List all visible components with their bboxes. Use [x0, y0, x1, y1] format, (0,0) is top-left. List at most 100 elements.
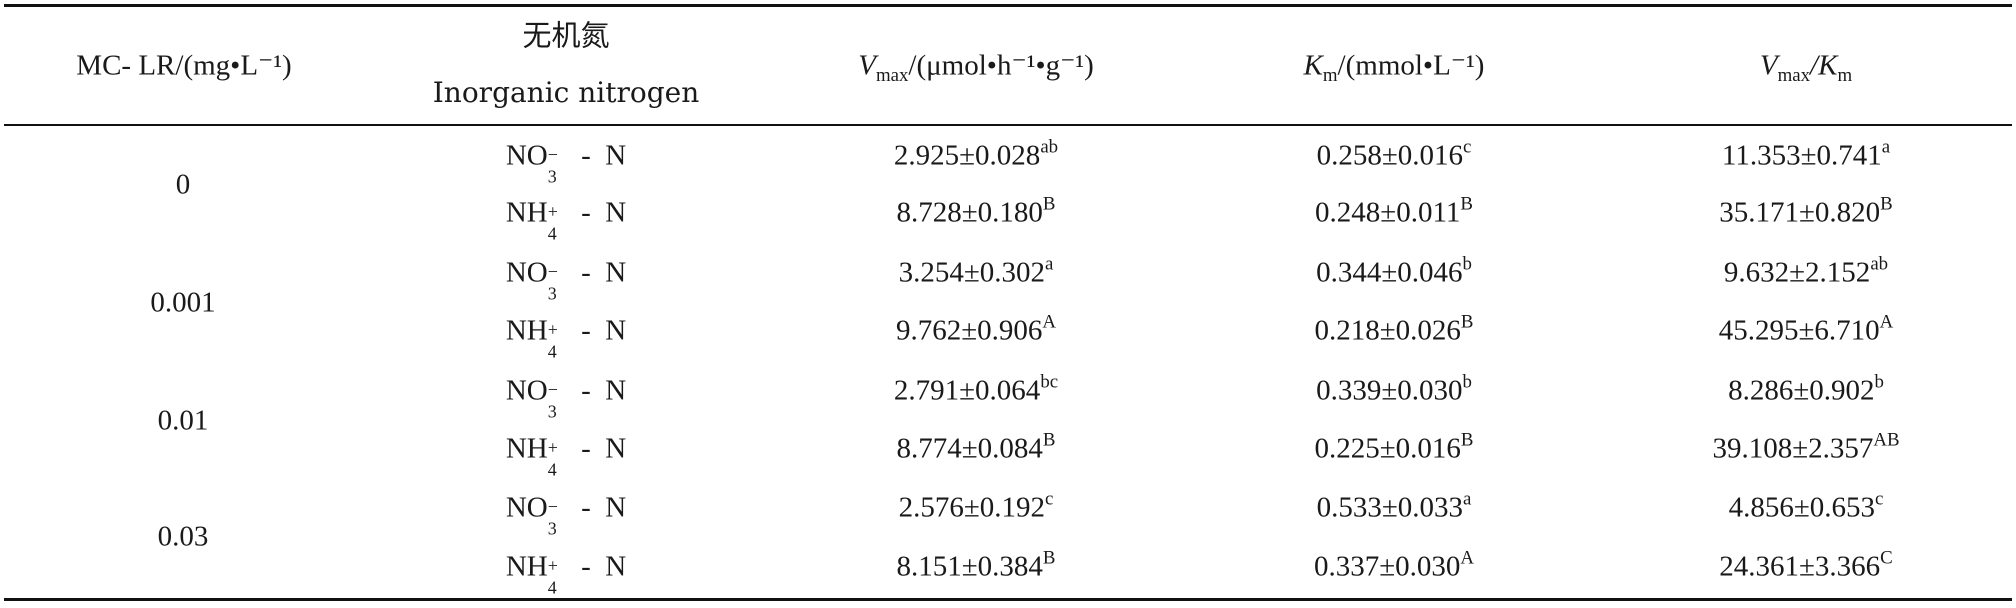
- vmax-value: 8.151±0.384: [896, 550, 1043, 583]
- row-2-vmax: 3.254±0.302a: [898, 254, 1054, 289]
- km-significance: B: [1460, 429, 1474, 451]
- row-5-km: 0.225±0.016B: [1315, 430, 1474, 464]
- km-significance: a: [1463, 488, 1472, 510]
- row-0-ion: NO −3 - N: [506, 139, 627, 185]
- row-2-ratio: 9.632±2.152ab: [1723, 254, 1888, 289]
- ratio-value: 24.361±3.366: [1719, 550, 1881, 583]
- row-4-vmax: 2.791±0.064bc: [893, 372, 1058, 407]
- km-significance: A: [1460, 547, 1475, 569]
- row-1-km: 0.248±0.011B: [1315, 194, 1473, 229]
- row-7-ion: NH +4 - N: [505, 550, 627, 596]
- ion-charge: −: [547, 496, 558, 517]
- row-6-km: 0.533±0.033a: [1317, 489, 1472, 523]
- ion-charge: +: [547, 201, 558, 222]
- vmax-value: 3.254±0.302: [898, 256, 1046, 289]
- km-value: 0.344±0.046: [1316, 256, 1463, 289]
- ion-formula: NO: [505, 374, 548, 407]
- row-4-ratio: 8.286±0.902b: [1728, 372, 1884, 407]
- vmax-value: 2.576±0.192: [898, 491, 1046, 524]
- header-km: Km/(mmol•L⁻¹): [1303, 49, 1485, 85]
- top-rule: [4, 4, 2012, 7]
- header-km-sub: m: [1322, 65, 1338, 87]
- row-0-ratio: 11.353±0.741a: [1722, 137, 1890, 171]
- ion-formula: NH: [505, 314, 548, 347]
- header-vmax-unit: /(μmol•h⁻¹•g⁻¹): [908, 49, 1094, 82]
- ion-tail: - N: [573, 139, 627, 172]
- row-5-ion: NH +4 - N: [506, 432, 627, 478]
- row-7-vmax: 8.151±0.384B: [896, 548, 1056, 583]
- km-significance: B: [1460, 193, 1473, 215]
- ratio-value: 8.286±0.902: [1728, 374, 1875, 407]
- group-conc-1: 0.001: [150, 286, 216, 319]
- row-7-ratio: 24.361±3.366C: [1719, 548, 1893, 583]
- ion-tail: - N: [573, 256, 627, 289]
- ratio-value: 9.632±2.152: [1723, 256, 1871, 289]
- vmax-value: 9.762±0.906: [895, 314, 1043, 347]
- ion-count: 4: [547, 577, 557, 598]
- ratio-significance: ab: [1870, 253, 1889, 275]
- vmax-significance: a: [1045, 253, 1054, 275]
- ratio-value: 35.171±0.820: [1719, 196, 1881, 229]
- ion-count: 3: [547, 518, 557, 539]
- ratio-value: 45.295±6.710: [1718, 314, 1880, 347]
- bottom-rule: [4, 598, 2012, 601]
- ratio-significance: C: [1880, 547, 1893, 569]
- vmax-significance: A: [1042, 311, 1057, 333]
- row-3-vmax: 9.762±0.906A: [895, 312, 1056, 347]
- ion-formula: NH: [505, 196, 548, 229]
- ion-charge: −: [547, 144, 558, 165]
- ion-count: 4: [547, 341, 557, 362]
- ion-tail: - N: [573, 491, 627, 524]
- vmax-significance: bc: [1040, 371, 1059, 393]
- ion-tail: - N: [573, 196, 627, 229]
- ion-formula: NO: [505, 491, 548, 524]
- vmax-value: 8.728±0.180: [896, 196, 1043, 229]
- ion-tail: - N: [573, 550, 627, 583]
- ratio-significance: a: [1881, 136, 1891, 158]
- ratio-value: 39.108±2.357: [1712, 432, 1874, 465]
- vmax-significance: B: [1042, 429, 1056, 451]
- ion-count: 3: [547, 401, 557, 422]
- ion-charge: −: [547, 379, 558, 400]
- ion-tail: - N: [573, 314, 627, 347]
- ion-formula: NH: [505, 550, 548, 583]
- header-km-unit: /(mmol•L⁻¹): [1337, 49, 1485, 82]
- row-7-km: 0.337±0.030A: [1313, 548, 1474, 583]
- ratio-significance: AB: [1873, 429, 1900, 451]
- header-ratio-k: /K: [1810, 49, 1838, 82]
- header-ratio: Vmax/Km: [1760, 49, 1852, 85]
- vmax-significance: c: [1045, 488, 1054, 510]
- ion-formula: NO: [505, 256, 548, 289]
- row-6-ion: NO −3 - N: [505, 491, 627, 537]
- header-ratio-vsub: max: [1777, 65, 1811, 87]
- ion-count: 4: [547, 459, 557, 480]
- ion-tail: - N: [573, 432, 627, 465]
- row-1-ratio: 35.171±0.820B: [1719, 194, 1893, 229]
- header-vmax-sub: max: [875, 65, 909, 87]
- header-mc-lr: MC- LR/(mg•L⁻¹): [76, 49, 292, 82]
- km-value: 0.258±0.016: [1316, 139, 1464, 172]
- ion-tail: - N: [573, 374, 627, 407]
- header-km-symbol: K: [1303, 49, 1323, 82]
- vmax-significance: B: [1042, 547, 1056, 569]
- ratio-significance: B: [1880, 193, 1893, 215]
- ratio-value: 4.856±0.653: [1728, 491, 1876, 524]
- km-value: 0.218±0.026: [1314, 314, 1461, 347]
- row-3-km: 0.218±0.026B: [1314, 312, 1474, 347]
- ion-count: 3: [547, 166, 557, 187]
- vmax-value: 2.791±0.064: [893, 374, 1041, 407]
- row-2-ion: NO −3 - N: [505, 256, 627, 302]
- row-4-ion: NO −3 - N: [505, 374, 627, 420]
- ion-count: 4: [547, 223, 557, 244]
- km-value: 0.337±0.030: [1313, 550, 1461, 583]
- km-value: 0.248±0.011: [1315, 196, 1461, 229]
- header-vmax: Vmax/(μmol•h⁻¹•g⁻¹): [858, 49, 1094, 85]
- row-6-vmax: 2.576±0.192c: [898, 489, 1054, 524]
- group-conc-0: 0: [175, 168, 191, 201]
- header-ratio-ksub: m: [1837, 65, 1853, 87]
- ion-charge: +: [547, 555, 558, 576]
- ion-charge: +: [547, 437, 558, 458]
- row-6-ratio: 4.856±0.653c: [1728, 489, 1884, 524]
- vmax-value: 2.925±0.028: [893, 139, 1041, 172]
